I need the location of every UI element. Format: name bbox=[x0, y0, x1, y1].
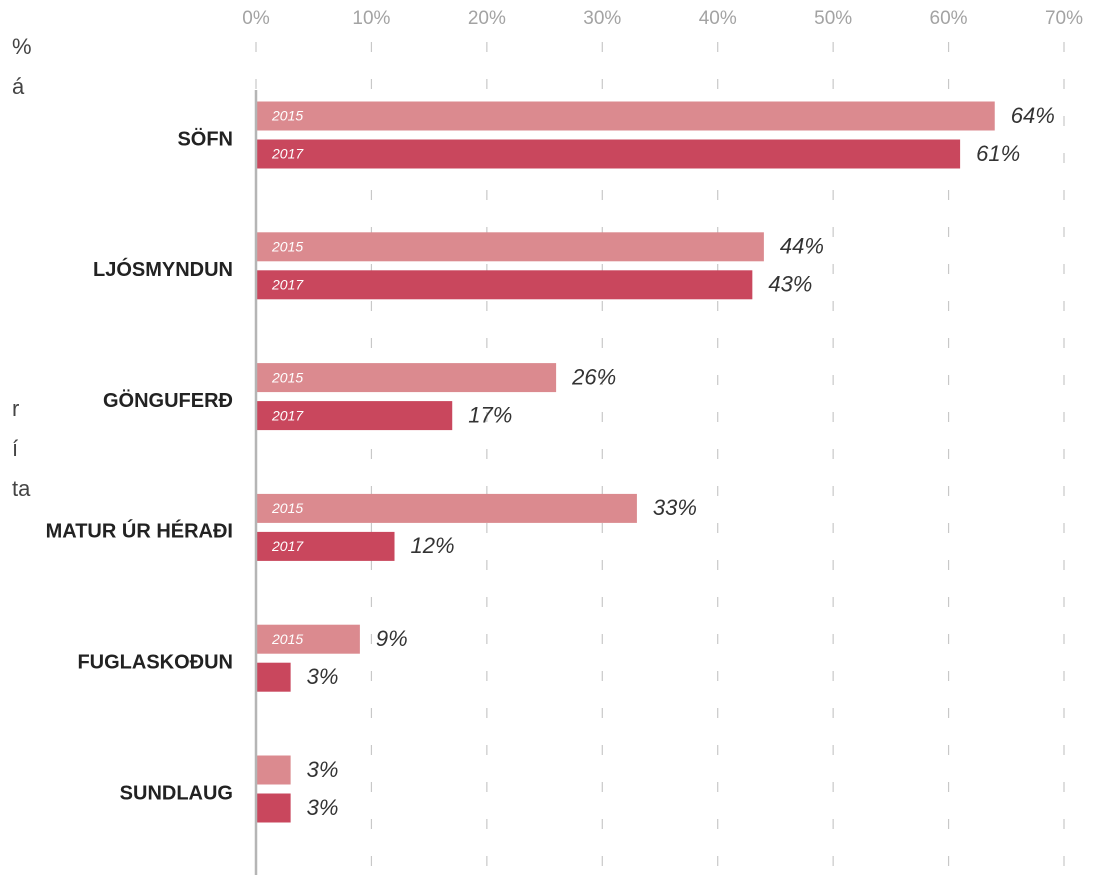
bar bbox=[256, 531, 395, 561]
value-label: 9% bbox=[376, 626, 408, 651]
side-text: í bbox=[12, 436, 18, 461]
bar bbox=[256, 139, 961, 169]
bar-series-label: 2015 bbox=[271, 239, 303, 255]
value-label: 61% bbox=[976, 141, 1020, 166]
side-text: ta bbox=[12, 476, 31, 501]
value-label: 17% bbox=[468, 402, 512, 427]
marks bbox=[256, 101, 995, 823]
x-tick-label: 0% bbox=[242, 8, 270, 29]
bar-series-label: 2015 bbox=[271, 369, 303, 385]
x-tick-label: 20% bbox=[468, 8, 506, 29]
bar bbox=[256, 232, 764, 262]
category-label: SUNDLAUG bbox=[120, 782, 233, 804]
category-label: LJÓSMYNDUN bbox=[93, 257, 233, 281]
x-tick-label: 10% bbox=[352, 8, 390, 29]
side-text: r bbox=[12, 396, 19, 421]
bar-series-label: 2015 bbox=[271, 108, 303, 124]
x-tick-label: 40% bbox=[699, 8, 737, 29]
bar-series-label: 2015 bbox=[271, 631, 303, 647]
value-label: 33% bbox=[653, 495, 697, 520]
bar bbox=[256, 270, 753, 300]
bar bbox=[256, 624, 360, 654]
side-text: á bbox=[12, 74, 25, 99]
bar bbox=[256, 755, 291, 785]
bar-series-label: 2017 bbox=[271, 407, 304, 423]
value-label: 3% bbox=[307, 757, 339, 782]
x-tick-label: 70% bbox=[1045, 8, 1083, 29]
value-label: 43% bbox=[768, 272, 812, 297]
value-label: 12% bbox=[411, 533, 455, 558]
category-label: SÖFN bbox=[177, 127, 233, 150]
value-label: 64% bbox=[1011, 103, 1055, 128]
side-text: % bbox=[12, 34, 32, 59]
bar bbox=[256, 662, 291, 692]
bar bbox=[256, 793, 291, 823]
bar bbox=[256, 101, 995, 131]
bar-series-label: 2017 bbox=[271, 277, 304, 293]
x-tick-label: 30% bbox=[583, 8, 621, 29]
bar bbox=[256, 493, 637, 523]
value-label: 3% bbox=[307, 664, 339, 689]
category-label: FUGLASKOÐUN bbox=[77, 651, 233, 673]
x-tick-label: 60% bbox=[930, 8, 968, 29]
bar-series-label: 2017 bbox=[271, 146, 304, 162]
value-label: 3% bbox=[307, 795, 339, 820]
value-label: 26% bbox=[571, 364, 616, 389]
bar-series-label: 2015 bbox=[271, 500, 303, 516]
bar bbox=[256, 401, 453, 431]
value-label: 44% bbox=[780, 234, 824, 259]
bar-series-label: 2017 bbox=[271, 538, 304, 554]
category-label: MATUR ÚR HÉRAÐI bbox=[46, 519, 233, 543]
x-tick-label: 50% bbox=[814, 8, 852, 29]
bar bbox=[256, 363, 557, 393]
category-label: GÖNGUFERÐ bbox=[103, 389, 233, 412]
